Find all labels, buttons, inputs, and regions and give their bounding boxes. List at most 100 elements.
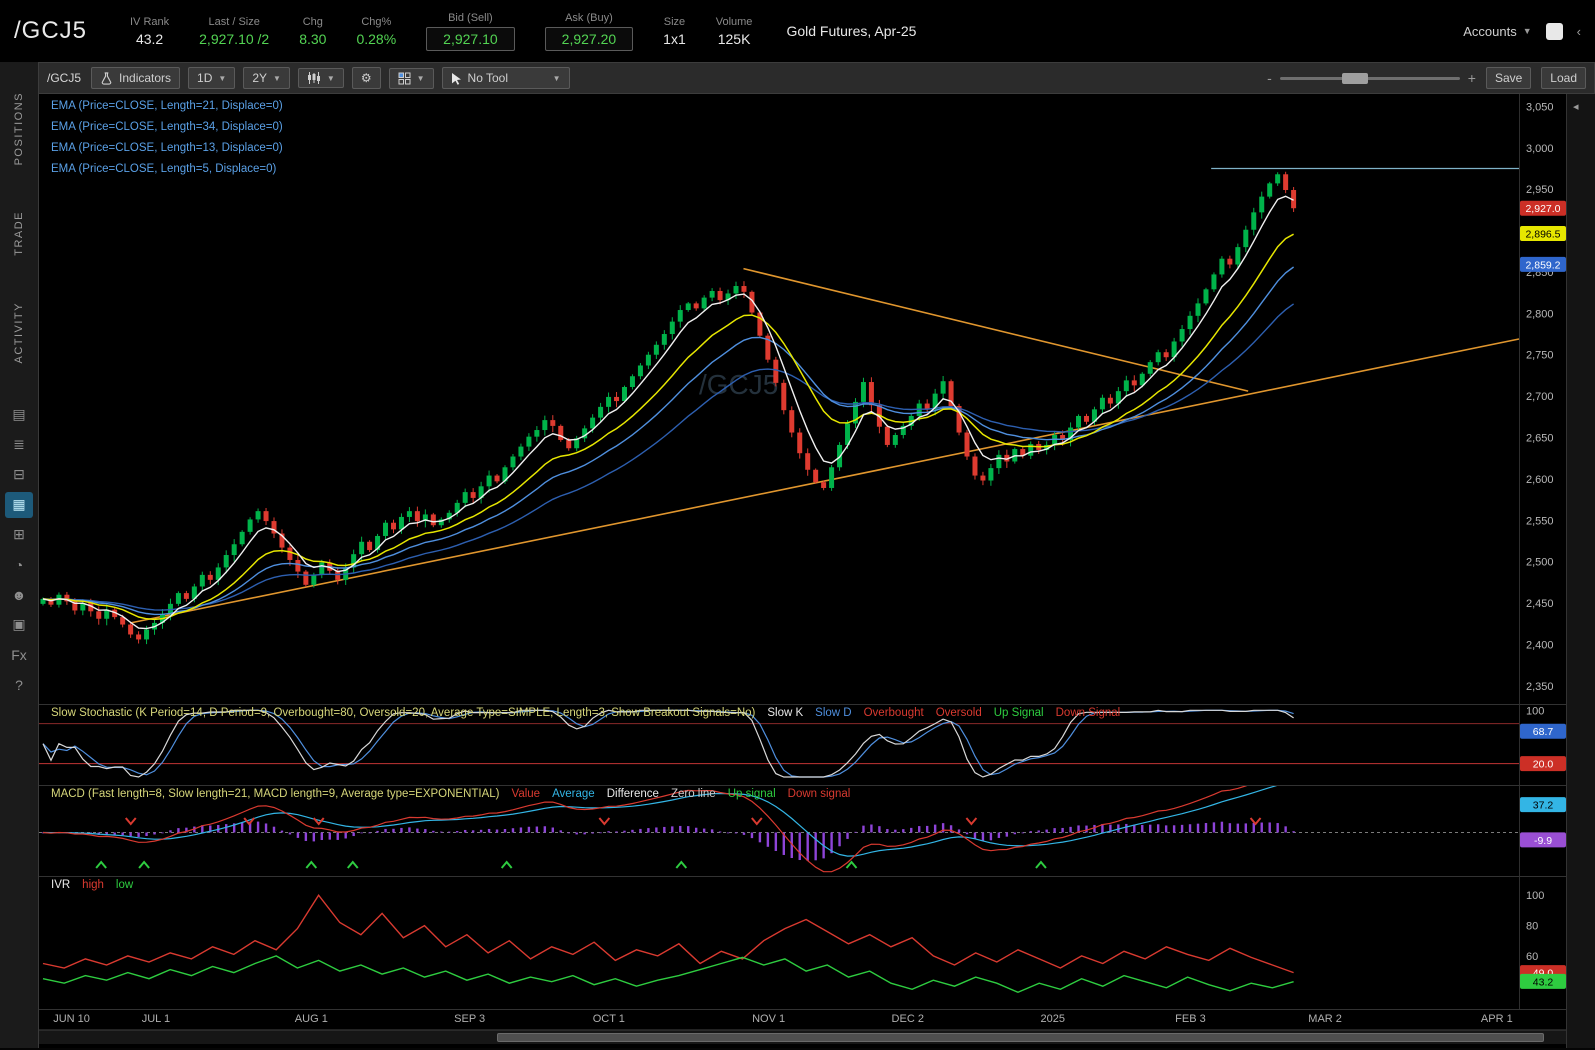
collapse-left-icon[interactable]: ‹ — [1576, 23, 1581, 39]
candle-body — [144, 629, 150, 640]
axis-bubble-value: 68.7 — [1533, 726, 1554, 738]
y-axis-tick: 2,700 — [1526, 391, 1554, 403]
drawing-tool-dropdown[interactable]: No Tool ▼ — [441, 67, 570, 89]
candle-body — [948, 381, 954, 407]
candle-body — [1068, 427, 1074, 440]
macd-histogram-bar — [655, 827, 658, 833]
macd-histogram-bar — [790, 832, 793, 859]
candle-body — [72, 601, 78, 611]
candle-body — [980, 475, 986, 481]
field-value: 8.30 — [299, 30, 327, 47]
chart-type-dropdown[interactable]: ▼ — [297, 68, 344, 88]
zoom-slider-thumb[interactable] — [1341, 72, 1368, 84]
price-chart[interactable]: /GCJ53,0503,0002,9502,9002,8502,8002,750… — [39, 94, 1567, 704]
fx-icon[interactable]: Fx — [11, 646, 27, 663]
candle-body — [136, 634, 142, 640]
y-axis-tick: 2,800 — [1526, 308, 1554, 320]
candle-body — [48, 598, 54, 605]
load-button[interactable]: Load — [1541, 67, 1586, 89]
candle-body — [398, 516, 404, 530]
y-axis-tick: 100 — [1526, 705, 1544, 717]
candle-body — [271, 521, 277, 534]
macd-histogram-bar — [328, 832, 331, 840]
people-icon[interactable]: ☻ — [11, 586, 27, 603]
zoom-in-button[interactable]: + — [1467, 70, 1476, 86]
help-icon[interactable]: ? — [15, 676, 23, 693]
candle-body — [1163, 352, 1169, 358]
zoom-out-button[interactable]: - — [1267, 70, 1272, 86]
save-button[interactable]: Save — [1485, 67, 1532, 89]
apps-icon[interactable] — [1545, 22, 1563, 40]
macd-histogram-bar — [1117, 824, 1120, 833]
zoom-slider[interactable] — [1279, 72, 1460, 84]
header-fields: IV Rank 43.2 Last / Size 2,927.10 /2 Chg 8.30… — [130, 12, 752, 51]
snapshot-icon[interactable]: ▣ — [12, 616, 26, 633]
stochastic-chart[interactable]: 100 68.7 20.0 — [39, 705, 1567, 785]
sidebar-tab-positions[interactable]: POSITIONS — [13, 92, 25, 166]
time-axis[interactable]: JUN 10 JUL 1 AUG 1 SEP 3 OCT 1 NOV 1 DEC 2 2025… — [39, 1010, 1566, 1030]
y-axis-tick: 2,500 — [1526, 557, 1554, 569]
macd-histogram-bar — [344, 832, 347, 839]
candle-body — [534, 430, 540, 437]
grid-icon[interactable]: ⊞ — [13, 526, 25, 543]
range-dropdown[interactable]: 2Y ▼ — [243, 67, 290, 89]
gear-icon: ⚙ — [360, 71, 372, 85]
sidebar-tab-trade[interactable]: TRADE — [13, 211, 25, 257]
macd-histogram-bar — [1212, 822, 1216, 833]
chart-icon[interactable]: ▦ — [5, 491, 33, 518]
layout-dropdown[interactable]: ▼ — [388, 67, 434, 89]
candle-body — [478, 486, 484, 498]
down-signal-arrow — [243, 817, 255, 826]
macd-histogram-bar — [169, 830, 172, 833]
trendline[interactable] — [743, 267, 1249, 392]
clock-icon[interactable]: ◔ — [14, 556, 24, 573]
up-signal-arrow — [95, 860, 107, 869]
macd-histogram-bar — [1228, 823, 1232, 833]
watchlist-icon[interactable]: ≣ — [13, 436, 25, 453]
axis-bubble — [1520, 973, 1566, 989]
candle-body — [1219, 258, 1225, 275]
chart-scrollbar[interactable] — [39, 1030, 1566, 1044]
candle-body — [414, 511, 420, 522]
macd-histogram-bar — [902, 829, 905, 833]
candle-body — [900, 425, 906, 436]
macd-histogram-bar — [1133, 824, 1136, 833]
candle-body — [1243, 229, 1249, 248]
macd-histogram-bar — [296, 832, 300, 838]
series-line — [42, 786, 1248, 873]
collapse-panel-icon[interactable]: ◂ — [1573, 101, 1579, 113]
macd-histogram-bar — [1156, 824, 1160, 833]
candle-body — [454, 502, 460, 513]
indicators-button[interactable]: Indicators — [91, 67, 181, 89]
candle-body — [717, 290, 723, 301]
candle-body — [247, 519, 253, 532]
sidebar-tab-activity[interactable]: ACTIVITY — [13, 302, 25, 364]
range-value: 2Y — [252, 71, 267, 85]
y-axis-tick: 2,400 — [1526, 639, 1554, 651]
panel-icon[interactable]: ⊟ — [13, 466, 25, 483]
series-line — [42, 955, 1294, 994]
candle-body — [956, 406, 962, 433]
scrollbar-thumb[interactable] — [497, 1033, 1545, 1042]
macd-histogram-bar — [1061, 827, 1064, 833]
candle-body — [96, 611, 102, 619]
trendline[interactable] — [130, 338, 1520, 624]
candle-body — [590, 417, 596, 429]
candle-body — [1203, 289, 1209, 304]
macd-histogram-bar — [710, 829, 714, 833]
macd-histogram-bar — [1244, 823, 1248, 833]
axis-bubble — [1520, 723, 1566, 739]
candle-body — [167, 603, 173, 614]
macd-chart[interactable]: 37.2 -9.9 — [39, 786, 1567, 876]
y-axis-tick: 3,000 — [1526, 143, 1554, 155]
monitor-icon[interactable]: ▤ — [12, 406, 26, 423]
settings-button[interactable]: ⚙ — [351, 67, 381, 89]
candle-body — [518, 446, 524, 457]
accounts-dropdown[interactable]: Accounts ▼ — [1463, 24, 1531, 39]
macd-histogram-bar — [248, 821, 252, 833]
macd-histogram-bar — [448, 831, 451, 833]
series-line — [42, 303, 1295, 611]
timeframe-dropdown[interactable]: 1D ▼ — [188, 67, 236, 89]
macd-histogram-bar — [487, 828, 491, 833]
